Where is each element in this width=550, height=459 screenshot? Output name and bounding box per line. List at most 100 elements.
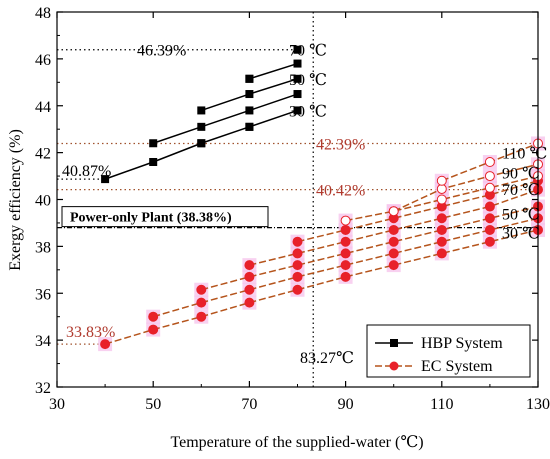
ec-temp-label-3: 50 ℃: [502, 207, 540, 224]
vertical-line-label: 83.27℃: [300, 350, 354, 367]
power-only-label: Power-only Plant (38.38%): [70, 211, 232, 226]
ec-temp-label-4: 30 ℃: [502, 225, 540, 242]
ec-point-3-0: [244, 260, 255, 271]
ec-point-1-4: [340, 260, 351, 271]
ec-point-2-0: [196, 284, 207, 295]
ec-point-6-0: [388, 206, 399, 217]
hbp-point-1-3: [293, 90, 302, 99]
ec-temp-label-1: 90 ℃: [502, 166, 540, 183]
hbp-series-line-5: [249, 109, 298, 128]
legend-ec-marker: [389, 361, 399, 371]
ec-point-1-5: [388, 248, 399, 259]
hbp-temp-label-2: 30 ℃: [289, 103, 327, 120]
ec-min-label: 33.83%: [66, 324, 115, 341]
ec-point-2-1: [244, 271, 255, 282]
hbp-min-label: 40.87%: [62, 163, 111, 180]
x-tick-label-4: 110: [430, 396, 453, 413]
y-tick-label-6: 44: [35, 99, 51, 116]
x-tick-label-1: 50: [145, 396, 161, 413]
y-tick-label-2: 36: [35, 286, 51, 303]
ec-point-1-3: [292, 271, 303, 282]
ec-point-2-4: [388, 236, 399, 247]
hbp-point-1-0: [149, 139, 158, 148]
y-tick-label-7: 46: [35, 52, 51, 69]
hbp-point-2-1: [245, 90, 254, 99]
hbp-point-5-1: [293, 106, 302, 115]
ec-point-1-0: [148, 311, 159, 322]
ec-series-line-1: [152, 217, 539, 318]
ec-temp-label-2: 70 ℃: [502, 182, 540, 199]
hbp-point-4-0: [293, 45, 302, 54]
ec-point-0-0: [100, 339, 111, 350]
ec-point-2-6: [484, 213, 495, 224]
ec-series-line-6: [393, 163, 539, 212]
ec-point-7-1: [484, 157, 495, 167]
ec-point-3-3: [388, 224, 399, 235]
ec-point-1-1: [196, 297, 207, 308]
ec-point-2-2: [292, 260, 303, 271]
ec-point-4-0: [292, 236, 303, 247]
hbp-point-2-0: [197, 106, 206, 115]
ec-point-0-3: [244, 297, 255, 308]
x-tick-label-5: 130: [526, 396, 550, 413]
ec-point-3-1: [292, 248, 303, 259]
legend-ec-label: EC System: [421, 358, 493, 375]
ec-point-5-0: [340, 215, 351, 226]
y-tick-label-8: 48: [35, 5, 51, 22]
hbp-point-6-1: [245, 122, 254, 131]
ec-point-0-8: [484, 236, 495, 247]
ec-point-4-1: [340, 224, 351, 235]
hbp-point-3-1: [293, 59, 302, 68]
ec-point-2-3: [340, 248, 351, 259]
hbp-point-0-1: [149, 158, 158, 166]
hbp-series-line-6: [201, 126, 250, 144]
axes: 30 50 70 90 110 130 32 34 36 38 40 42 44 46 48: [35, 5, 550, 413]
y-tick-label-5: 42: [35, 146, 51, 163]
ec-point-3-2: [340, 236, 351, 247]
ec-point-1-2: [244, 284, 255, 295]
ec-series-line-4: [297, 180, 539, 243]
ec-point-0-7: [436, 248, 447, 259]
ec-point-3-4: [436, 213, 447, 224]
y-tick-label-0: 32: [35, 380, 51, 397]
ec-point-5-2: [436, 194, 447, 205]
y-tick-label-3: 38: [35, 239, 51, 256]
hbp-point-1-2: [245, 106, 254, 115]
hbp-point-7-0: [245, 74, 254, 83]
hbp-point-2-2: [293, 74, 302, 83]
hbp-max-label: 46.39%: [137, 43, 186, 60]
ec-point-7-0: [436, 175, 447, 186]
ec-point-0-6: [388, 260, 399, 271]
x-tick-label-0: 30: [49, 396, 65, 413]
legend-hbp-label: HBP System: [421, 335, 503, 352]
hbp-point-6-0: [197, 139, 206, 148]
hbp-point-1-1: [197, 122, 206, 131]
ec-point-1-6: [436, 236, 447, 247]
legend: HBP System EC System: [366, 324, 531, 378]
ec-point-6-1: [436, 183, 447, 194]
x-axis-label: Temperature of the supplied-water (℃): [170, 434, 423, 451]
ec-series-line-0: [104, 229, 539, 345]
hbp-temp-label-1: 50 ℃: [289, 72, 327, 89]
y-tick-label-4: 40: [35, 193, 51, 210]
ec-point-0-2: [196, 311, 207, 322]
x-tick-label-2: 70: [241, 396, 257, 413]
ec-max-label: 42.39%: [316, 136, 365, 153]
x-tick-label-3: 90: [338, 396, 354, 413]
ec-point-6-2: [484, 171, 495, 182]
ec-point-3-5: [484, 201, 495, 212]
ec-point-0-4: [292, 284, 303, 295]
ec-mid-label: 40.42%: [316, 183, 365, 200]
ec-point-1-7: [484, 224, 495, 235]
power-only-label-box: [61, 206, 269, 228]
plot-content: 46.39% 40.87% 42.39% 40.42% 33.83% Power-only…: [57, 12, 547, 387]
ec-point-2-5: [436, 224, 447, 235]
legend-hbp-marker: [390, 339, 398, 347]
ec-point-5-3: [484, 182, 495, 193]
ec-series-line-5: [345, 175, 539, 222]
y-tick-label-1: 34: [35, 333, 51, 350]
ec-point-0-1: [148, 324, 159, 335]
ec-temp-label-0: 110 ℃: [502, 146, 547, 163]
hbp-series-line-1: [152, 93, 298, 144]
